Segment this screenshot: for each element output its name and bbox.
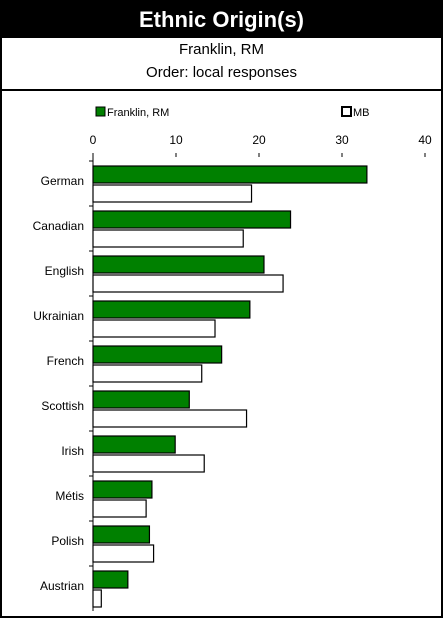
bar-mb bbox=[92, 409, 248, 428]
category-label: German bbox=[41, 174, 84, 188]
bars bbox=[92, 165, 368, 608]
bar-franklin bbox=[92, 435, 176, 454]
bar-mb bbox=[92, 229, 244, 248]
x-axis-ticks: 0 10 20 30 40 bbox=[90, 133, 432, 157]
category-label: Ukrainian bbox=[33, 309, 84, 323]
bar-franklin bbox=[92, 300, 251, 319]
bar-franklin bbox=[92, 525, 151, 544]
legend: Franklin, RM MB bbox=[95, 106, 370, 119]
bar-mb bbox=[92, 544, 155, 563]
x-tick-label: 30 bbox=[335, 133, 349, 147]
bar-franklin bbox=[92, 345, 223, 364]
bar-franklin bbox=[92, 255, 265, 274]
category-label: Austrian bbox=[40, 579, 84, 593]
bar-franklin bbox=[92, 165, 368, 184]
legend-label-franklin: Franklin, RM bbox=[107, 107, 169, 119]
category-label: Irish bbox=[61, 444, 84, 458]
category-label: Canadian bbox=[33, 219, 84, 233]
chart-title: Ethnic Origin(s) bbox=[2, 2, 441, 38]
bar-franklin bbox=[92, 210, 292, 229]
category-label: French bbox=[47, 354, 84, 368]
legend-swatch-franklin bbox=[95, 106, 106, 117]
bar-franklin bbox=[92, 390, 190, 409]
bar-chart: Franklin, RM MB 0 10 20 30 40 German Canadian… bbox=[33, 106, 432, 611]
category-label: English bbox=[45, 264, 84, 278]
bar-mb bbox=[92, 589, 102, 608]
x-tick-label: 0 bbox=[90, 133, 97, 147]
bar-mb bbox=[92, 499, 147, 518]
x-tick-label: 10 bbox=[169, 133, 183, 147]
category-labels: German Canadian English Ukrainian French Scot… bbox=[33, 160, 93, 593]
bar-franklin bbox=[92, 480, 153, 499]
chart-subtitle: Franklin, RM bbox=[178, 41, 264, 58]
category-label: Scottish bbox=[41, 399, 84, 413]
header-divider bbox=[2, 89, 441, 91]
order-note: Order: local responses bbox=[146, 64, 297, 81]
category-label: Polish bbox=[51, 534, 84, 548]
bar-mb bbox=[92, 364, 203, 383]
bar-mb bbox=[92, 319, 216, 338]
x-tick-label: 20 bbox=[252, 133, 266, 147]
x-tick-label: 40 bbox=[418, 133, 432, 147]
bar-mb bbox=[92, 184, 253, 203]
bar-franklin bbox=[92, 570, 129, 589]
legend-swatch-mb bbox=[341, 106, 352, 117]
category-label: Métis bbox=[55, 489, 84, 503]
legend-label-mb: MB bbox=[353, 107, 370, 119]
bar-mb bbox=[92, 454, 205, 473]
bar-mb bbox=[92, 274, 284, 293]
